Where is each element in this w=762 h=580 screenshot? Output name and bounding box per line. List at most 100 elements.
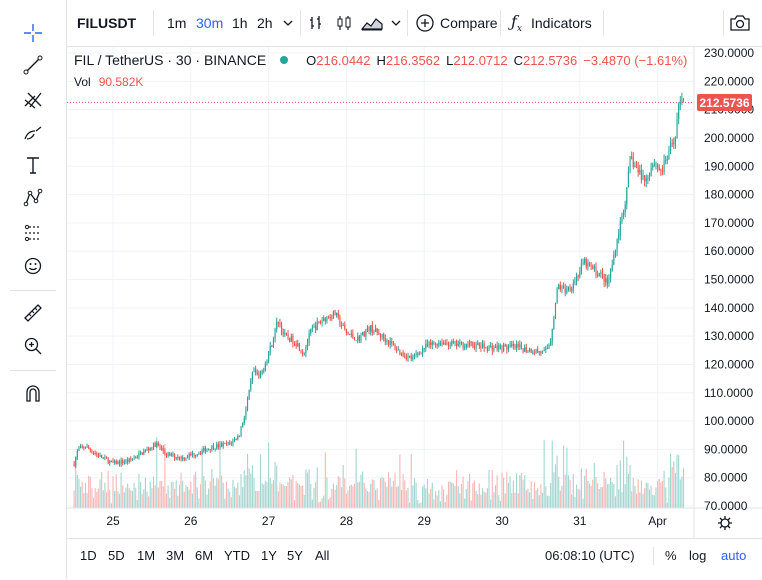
volume-bar: [459, 493, 461, 508]
candle-down: [491, 345, 493, 351]
range-all[interactable]: All: [315, 547, 330, 563]
candle-down: [682, 98, 685, 100]
range-5y[interactable]: 5Y: [287, 547, 303, 563]
candle-down: [331, 317, 333, 319]
candle-down: [420, 353, 422, 355]
candles-icon[interactable]: [335, 0, 353, 46]
range-5d[interactable]: 5D: [108, 547, 125, 563]
chevron-down-icon[interactable]: [391, 0, 401, 46]
candle-up: [246, 399, 249, 410]
candle-down: [337, 313, 339, 317]
volume-bar: [182, 480, 184, 508]
toolbar-divider: [407, 10, 408, 36]
range-ytd[interactable]: YTD: [224, 547, 250, 563]
compare-label: Compare: [440, 15, 498, 31]
area-chart-icon[interactable]: [361, 0, 383, 46]
interval-2h[interactable]: 2h: [257, 15, 273, 31]
candle-up: [619, 221, 621, 235]
pitchfork-icon[interactable]: [18, 84, 48, 114]
candle-down: [180, 456, 182, 460]
candle-up: [616, 239, 618, 253]
volume-bar: [240, 474, 242, 508]
volume-bar: [616, 465, 618, 508]
volume-bar: [629, 464, 631, 508]
volume-bar: [533, 482, 535, 508]
volume-bar: [639, 492, 641, 508]
volume-bar: [350, 484, 352, 508]
volume-bar: [631, 491, 633, 508]
volume-bar: [499, 501, 501, 508]
candle-down: [94, 453, 96, 455]
volume-bar: [224, 498, 226, 508]
price-chart[interactable]: 230.0000220.0000210.0000200.0000190.0000…: [67, 47, 762, 538]
ruler-icon[interactable]: [18, 298, 48, 328]
candle-up: [386, 340, 388, 342]
candle-up: [206, 449, 208, 452]
percent-toggle[interactable]: %: [665, 547, 677, 563]
brush-icon[interactable]: [18, 118, 48, 148]
utc-clock[interactable]: 06:08:10 (UTC): [545, 547, 635, 563]
candle-down: [174, 454, 176, 459]
time-tick-label: 31: [573, 514, 587, 528]
pattern-icon[interactable]: [18, 183, 48, 213]
volume-bar: [498, 495, 500, 508]
symbol-search[interactable]: FILUSDT: [77, 15, 137, 31]
trend-line-icon[interactable]: [18, 50, 48, 80]
volume-bar: [258, 491, 260, 508]
range-6m[interactable]: 6M: [195, 547, 214, 563]
volume-bar: [548, 496, 550, 508]
log-toggle[interactable]: log: [689, 547, 707, 563]
candle-down: [514, 344, 516, 349]
volume-bar: [378, 499, 380, 508]
volume-bar: [157, 487, 159, 508]
volume-bar: [404, 480, 406, 508]
high-label: H: [376, 52, 386, 68]
interval-1h[interactable]: 1h: [232, 15, 248, 31]
candle-up: [512, 344, 514, 346]
camera-icon[interactable]: [729, 0, 751, 46]
chevron-down-icon[interactable]: [283, 0, 293, 46]
zoom-in-icon[interactable]: [18, 331, 48, 361]
crosshair-icon[interactable]: [18, 18, 48, 48]
range-1d[interactable]: 1D: [80, 547, 97, 563]
compare-button[interactable]: Compare: [415, 0, 498, 46]
interval-1m[interactable]: 1m: [167, 15, 187, 31]
volume-bar: [379, 478, 382, 508]
candle-up: [243, 417, 245, 424]
volume-bar: [569, 479, 571, 508]
candle-up: [663, 160, 665, 172]
bars-icon[interactable]: [308, 0, 326, 46]
range-1m[interactable]: 1M: [137, 547, 156, 563]
volume-bar: [485, 492, 487, 508]
volume-bar: [650, 485, 652, 508]
indicators-button[interactable]: ƒx Indicators: [511, 0, 592, 46]
candle-up: [626, 187, 628, 205]
range-1y[interactable]: 1Y: [261, 547, 277, 563]
magnet-icon[interactable]: [18, 378, 48, 408]
volume-bar: [191, 493, 193, 508]
candle-up: [629, 156, 631, 172]
range-3m[interactable]: 3M: [166, 547, 185, 563]
volume-bar: [601, 487, 604, 508]
candle-down: [540, 351, 542, 354]
candle-down: [358, 336, 360, 341]
volume-bar: [349, 485, 351, 508]
interval-30m[interactable]: 30m: [196, 15, 224, 31]
volume-bar: [302, 485, 304, 508]
last-price-tag: 212.5736: [697, 94, 752, 111]
volume-bar: [554, 464, 557, 508]
price-scale: 230.0000220.0000210.0000200.0000190.0000…: [704, 47, 754, 513]
prediction-icon[interactable]: [18, 218, 48, 248]
emoji-icon[interactable]: [18, 251, 48, 281]
volume-bar: [204, 480, 206, 508]
function-icon: ƒx: [511, 11, 522, 35]
candle-up: [666, 159, 668, 161]
auto-toggle[interactable]: auto: [721, 547, 747, 563]
volume-bar: [208, 488, 210, 508]
volume-bar: [462, 476, 464, 508]
candle-up: [528, 348, 531, 352]
candle-down: [282, 331, 284, 335]
candle-down: [383, 334, 385, 339]
volume-bar: [516, 473, 518, 508]
text-icon[interactable]: [18, 150, 48, 180]
